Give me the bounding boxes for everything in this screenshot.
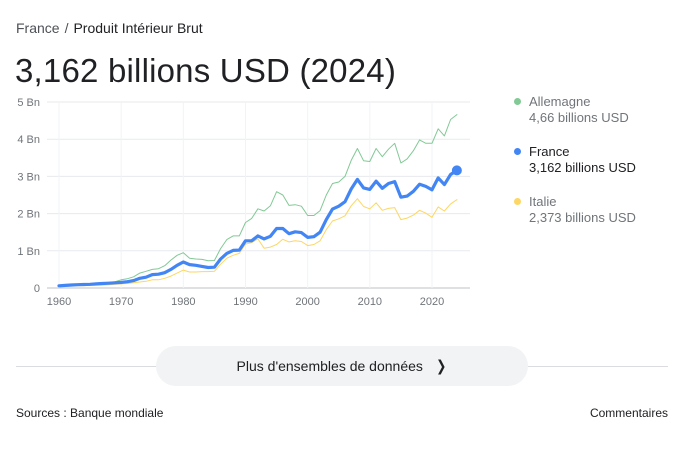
highlight-point[interactable] — [451, 165, 462, 176]
legend-item-italie[interactable]: Italie 2,373 billions USD — [510, 194, 660, 226]
x-tick-label: 2010 — [358, 296, 382, 308]
y-tick-label: 5 Bn — [17, 97, 40, 109]
chart-series — [57, 114, 462, 288]
divider-right — [526, 366, 668, 367]
legend-name: Allemagne — [529, 94, 591, 109]
legend-value: 2,373 billions USD — [529, 210, 636, 225]
legend-name: Italie — [529, 194, 557, 209]
breadcrumb-separator: / — [64, 20, 69, 36]
x-tick-label: 1960 — [47, 296, 71, 308]
x-tick-label: 1980 — [171, 296, 195, 308]
feedback-link[interactable]: Commentaires — [589, 406, 668, 420]
legend-item-allemagne[interactable]: Allemagne 4,66 billions USD — [510, 94, 660, 126]
chevron-right-icon: ❯ — [436, 358, 447, 375]
y-tick-label: 2 Bn — [17, 209, 40, 221]
legend-value: 4,66 billions USD — [529, 110, 629, 125]
chart-legend: Allemagne 4,66 billions USD France 3,162… — [510, 94, 660, 244]
x-tick-label: 2020 — [420, 296, 444, 308]
legend-name: France — [529, 144, 570, 159]
legend-item-france[interactable]: France 3,162 billions USD — [510, 144, 660, 176]
headline-value: 3,162 billions USD (2024) — [15, 52, 397, 89]
x-tick-label: 1990 — [233, 296, 257, 308]
legend-value: 3,162 billions USD — [529, 160, 636, 175]
y-tick-label: 4 Bn — [17, 134, 40, 146]
legend-dot-italie — [514, 198, 521, 205]
y-axis-labels: 0 1 Bn 2 Bn 3 Bn 4 Bn 5 Bn — [17, 97, 40, 295]
x-tick-label: 1970 — [109, 296, 133, 308]
more-datasets-button[interactable]: Plus d'ensembles de données ❯ — [156, 346, 528, 386]
gdp-line-chart: 0 1 Bn 2 Bn 3 Bn 4 Bn 5 Bn 1960 1970 1980 1990 20… — [17, 97, 470, 308]
y-tick-label: 1 Bn — [17, 246, 40, 258]
series-line-italie — [58, 198, 458, 287]
divider-left — [16, 366, 158, 367]
series-line-france — [57, 168, 459, 288]
y-tick-label: 0 — [34, 283, 40, 295]
x-tick-label: 2000 — [295, 296, 319, 308]
sources-text: Sources : Banque mondiale — [16, 406, 164, 420]
x-axis-labels: 1960 1970 1980 1990 2000 2010 2020 — [47, 296, 444, 308]
chart-gridlines — [47, 101, 470, 289]
legend-dot-allemagne — [514, 98, 521, 105]
series-line-allemagne — [58, 114, 458, 286]
more-datasets-label: Plus d'ensembles de données — [236, 358, 423, 374]
breadcrumb-indicator: Produit Intérieur Brut — [73, 20, 203, 36]
legend-dot-france — [514, 148, 521, 155]
breadcrumb: France / Produit Intérieur Brut — [16, 20, 203, 36]
y-tick-label: 3 Bn — [17, 171, 40, 183]
breadcrumb-country[interactable]: France — [16, 20, 60, 36]
